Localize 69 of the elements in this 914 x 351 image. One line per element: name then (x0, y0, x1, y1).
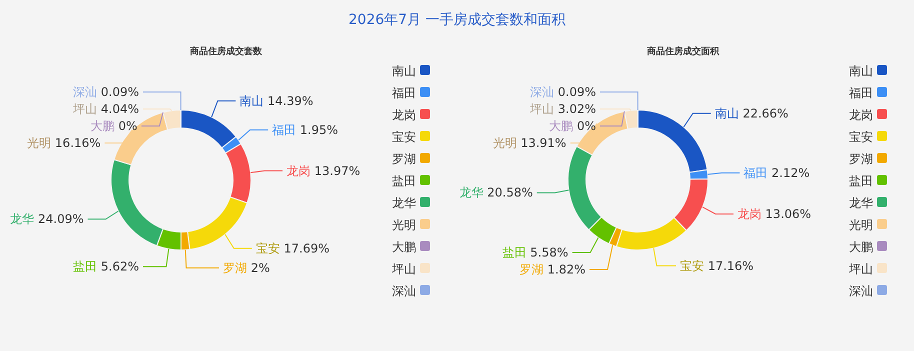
data-label: 0.09% (558, 85, 596, 99)
data-label: 20.58% (487, 186, 533, 200)
legend-label: 龙岗 (849, 108, 873, 122)
legend-label: 坪山 (848, 262, 873, 276)
data-label: 17.69% (284, 241, 330, 256)
data-label: 0.09% (100, 85, 139, 99)
slice-label: 坪山 (72, 102, 101, 116)
data-label: 13.97% (314, 164, 360, 178)
slice-label: 龙岗 (286, 164, 314, 178)
legend-label: 罗湖 (849, 152, 873, 166)
slice-label: 福田 (744, 166, 772, 180)
data-label: 2.12% (772, 166, 810, 180)
legend-label: 深汕 (849, 284, 873, 298)
legend-label: 大鹏 (549, 119, 577, 133)
slice-label: 罗湖 (223, 260, 251, 275)
legend-label: 罗湖 (392, 152, 416, 166)
slice-label: 深汕 (530, 85, 558, 99)
legend-label: 坪山 (391, 262, 416, 276)
slice-label: 福田 (272, 122, 300, 137)
legend-label: 光明 (849, 218, 873, 232)
slice-label: 盐田 (502, 245, 530, 260)
chart-subtitle: 商品住房成交套数 (189, 46, 263, 57)
data-label: 1.95% (300, 122, 338, 137)
legend-label: 南山 (849, 64, 873, 78)
slice-label: 龙岗 (737, 206, 766, 221)
text: 0% (118, 119, 138, 133)
text: 0% (576, 119, 596, 133)
slice-label: 罗湖 (520, 262, 548, 276)
slice-label: 深汕 (73, 85, 101, 99)
slice-label: 坪山 (529, 102, 558, 116)
data-label: 13.06% (765, 206, 812, 221)
data-label: 3.02% (558, 102, 596, 116)
slice-label: 光明 (27, 136, 55, 150)
data-label: 22.66% (742, 106, 788, 120)
legend-label: 福田 (849, 86, 873, 100)
data-label: 5.62% (100, 260, 139, 274)
data-label: 17.16% (708, 258, 754, 273)
slice-label: 盐田 (73, 260, 101, 274)
data-label: 13.91% (520, 136, 566, 150)
legend-label: 宝安 (849, 130, 873, 144)
legend-label: 龙华 (849, 196, 873, 210)
slice-label: 龙华 (10, 212, 38, 226)
slice-label: 宝安 (256, 241, 284, 256)
legend-label: 光明 (392, 218, 416, 232)
legend-label: 盐田 (392, 174, 416, 188)
data-label: 16.16% (54, 136, 101, 150)
slice-label: 龙华 (459, 186, 488, 200)
chart-title: 2026年7月 一手房成交套数和面积 (348, 12, 566, 28)
slice-label: 南山 (240, 94, 268, 108)
data-label: 2% (250, 260, 270, 275)
legend-label: 南山 (392, 64, 416, 78)
data-label: 4.04% (100, 102, 139, 116)
slice-label: 光明 (492, 136, 521, 150)
data-label: 5.58% (530, 245, 568, 260)
legend-label: 深汕 (392, 284, 416, 298)
legend-label: 龙岗 (392, 108, 416, 122)
slice-label: 宝安 (680, 258, 708, 273)
category-label: 大鹏 (849, 240, 873, 254)
legend-label: 福田 (392, 86, 416, 100)
data-label: 1.82% (547, 262, 586, 276)
legend-label: 大鹏 (90, 119, 118, 133)
chart-subtitle: 商品住房成交面积 (646, 46, 720, 57)
legend-label: 龙华 (392, 196, 416, 210)
data-label: 14.39% (268, 94, 314, 108)
legend-label: 宝安 (392, 130, 416, 144)
legend-label: 盐田 (849, 174, 873, 188)
category-label: 大鹏 (392, 240, 416, 254)
slice-label: 南山 (714, 106, 743, 120)
data-label: 24.09% (38, 212, 84, 226)
